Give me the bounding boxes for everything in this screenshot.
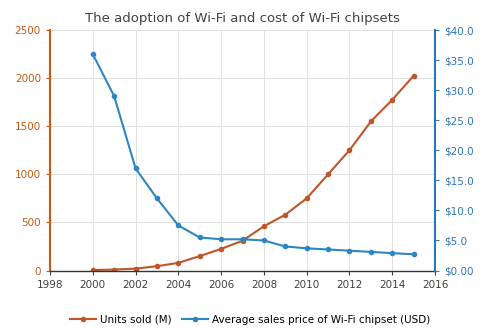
Average sales price of Wi-Fi chipset (USD) [304,246,310,250]
Line: Units sold (M): Units sold (M) [90,74,415,272]
Units sold (M) [90,268,96,272]
Average sales price of Wi-Fi chipset (USD) [132,166,138,170]
Average sales price of Wi-Fi chipset (USD) [389,251,395,255]
Average sales price of Wi-Fi chipset (USD) [218,237,224,241]
Units sold (M) [282,213,288,217]
Units sold (M) [346,148,352,152]
Average sales price of Wi-Fi chipset (USD) [176,223,182,227]
Average sales price of Wi-Fi chipset (USD) [111,94,117,98]
Average sales price of Wi-Fi chipset (USD) [282,244,288,248]
Units sold (M) [325,172,331,176]
Average sales price of Wi-Fi chipset (USD) [240,237,246,241]
Title: The adoption of Wi-Fi and cost of Wi-Fi chipsets: The adoption of Wi-Fi and cost of Wi-Fi … [85,12,400,25]
Average sales price of Wi-Fi chipset (USD) [154,196,160,200]
Units sold (M) [368,120,374,124]
Units sold (M) [410,74,416,78]
Units sold (M) [261,224,267,228]
Units sold (M) [176,261,182,265]
Units sold (M) [389,98,395,102]
Units sold (M) [240,239,246,243]
Average sales price of Wi-Fi chipset (USD) [196,235,202,239]
Average sales price of Wi-Fi chipset (USD) [261,238,267,242]
Average sales price of Wi-Fi chipset (USD) [325,247,331,252]
Legend: Units sold (M), Average sales price of Wi-Fi chipset (USD): Units sold (M), Average sales price of W… [66,311,434,329]
Units sold (M) [154,264,160,268]
Units sold (M) [132,267,138,271]
Average sales price of Wi-Fi chipset (USD) [368,250,374,254]
Line: Average sales price of Wi-Fi chipset (USD): Average sales price of Wi-Fi chipset (US… [90,52,415,257]
Average sales price of Wi-Fi chipset (USD) [410,252,416,256]
Units sold (M) [218,247,224,251]
Units sold (M) [196,254,202,258]
Average sales price of Wi-Fi chipset (USD) [90,52,96,56]
Units sold (M) [111,268,117,272]
Units sold (M) [304,196,310,200]
Average sales price of Wi-Fi chipset (USD) [346,249,352,253]
